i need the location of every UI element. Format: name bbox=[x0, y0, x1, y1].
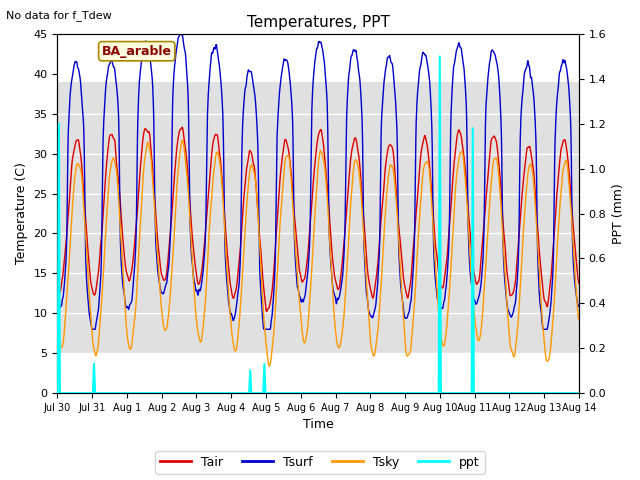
Text: BA_arable: BA_arable bbox=[102, 45, 172, 58]
Text: No data for f_Tdew: No data for f_Tdew bbox=[6, 10, 112, 21]
Y-axis label: PPT (mm): PPT (mm) bbox=[612, 183, 625, 244]
Title: Temperatures, PPT: Temperatures, PPT bbox=[247, 15, 390, 30]
X-axis label: Time: Time bbox=[303, 419, 333, 432]
Bar bbox=[58, 82, 579, 353]
Legend: Tair, Tsurf, Tsky, ppt: Tair, Tsurf, Tsky, ppt bbox=[155, 451, 485, 474]
Y-axis label: Temperature (C): Temperature (C) bbox=[15, 163, 28, 264]
